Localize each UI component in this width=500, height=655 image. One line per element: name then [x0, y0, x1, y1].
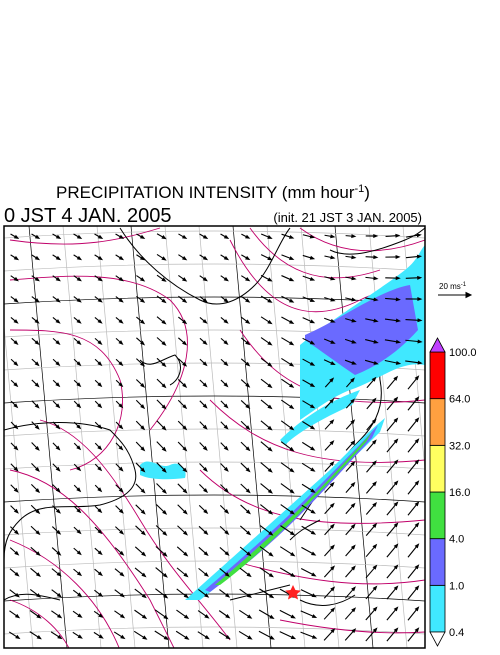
colorbar-over	[430, 338, 445, 352]
title-end: )	[364, 183, 370, 202]
colorbar-segment	[430, 352, 445, 399]
colorbar-segment	[430, 492, 445, 539]
colorbar-label: 0.4	[449, 627, 464, 639]
title-text: PRECIPITATION INTENSITY (mm hour	[56, 183, 355, 202]
colorbar-label: 64.0	[449, 394, 470, 406]
map	[0, 226, 475, 650]
colorbar-label: 4.0	[449, 534, 464, 546]
wind-scale-label: 20 ms-1	[439, 282, 467, 291]
colorbar-segment	[430, 539, 445, 586]
time: 0 JST 4 JAN. 2005	[4, 205, 172, 227]
wind-scale-sup: -1	[461, 282, 467, 288]
wind-scale-text: 20 ms	[439, 282, 461, 291]
title-sup: -1	[355, 183, 365, 195]
init-time: (init. 21 JST 3 JAN. 2005)	[273, 210, 422, 225]
colorbar-under	[430, 632, 445, 646]
colorbar: 0.4 1.0 4.0 16.0 32.0 64.0 100.0	[430, 338, 477, 646]
colorbar-label: 16.0	[449, 487, 470, 499]
colorbar-segment	[430, 445, 445, 492]
colorbar-label: 1.0	[449, 580, 464, 592]
colorbar-label: 100.0	[449, 347, 477, 359]
colorbar-segment	[430, 585, 445, 632]
wind-scale-arrow	[438, 293, 471, 298]
title: PRECIPITATION INTENSITY (mm hour-1)	[56, 183, 370, 202]
colorbar-label: 32.0	[449, 440, 470, 452]
colorbar-segment	[430, 399, 445, 446]
